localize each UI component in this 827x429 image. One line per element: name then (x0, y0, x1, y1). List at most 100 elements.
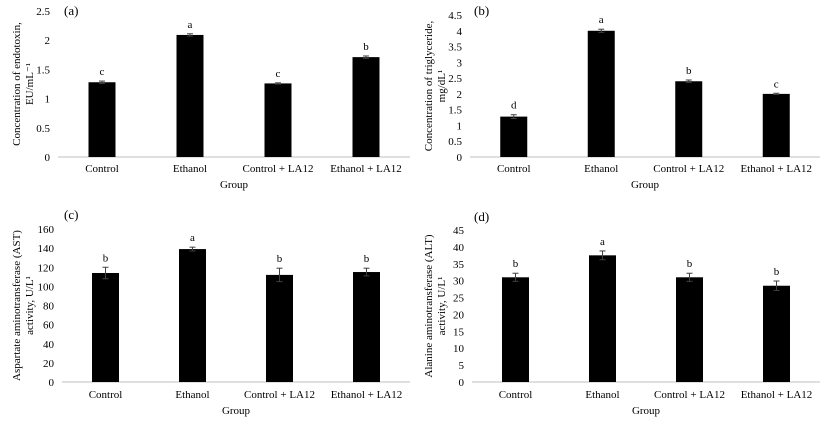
bar-4 (762, 93, 790, 157)
chart-panel-4: 0 5 10 15 20 25 30 35 40 45 b Control a Ethanol b Contr… (423, 209, 820, 417)
y-axis-title: Aspartate aminotransferase (AST)activity… (11, 230, 36, 381)
y-tick-label: 0 (49, 377, 55, 389)
y-tick-label: 20 (453, 309, 465, 321)
bar-1 (92, 272, 119, 382)
y-tick-label: 60 (43, 320, 55, 332)
category-label-2: Ethanol (175, 389, 209, 401)
category-label-2: Ethanol (585, 389, 619, 401)
category-label-4: Ethanol + LA12 (331, 389, 403, 401)
y-tick-label: 0 (45, 152, 51, 164)
bar-3 (264, 83, 292, 157)
error-bar-1 (99, 80, 105, 84)
bar-1 (502, 277, 529, 382)
significance-letter-1: c (100, 66, 105, 78)
x-axis-title: Group (632, 405, 661, 417)
y-tick-label: 35 (453, 259, 465, 271)
significance-letter-2: a (188, 19, 193, 31)
bar-4 (352, 57, 380, 157)
error-bar-4 (363, 267, 370, 277)
y-axis-title-line-1: Aspartate aminotransferase (AST) (11, 230, 23, 381)
x-axis-title: Group (631, 179, 660, 191)
bar-3 (266, 274, 293, 382)
y-tick-label: 120 (38, 262, 55, 274)
x-axis-title: Group (220, 179, 249, 191)
bar-2 (176, 34, 204, 157)
category-label-1: Control (497, 163, 531, 175)
y-axis-title-line-2: mg/dL¹ (436, 70, 448, 103)
error-bar-2 (598, 28, 605, 33)
category-label-1: Control (85, 163, 119, 175)
significance-letter-1: b (103, 252, 109, 264)
y-tick-label: 40 (453, 242, 465, 254)
significance-letter-3: c (276, 68, 281, 80)
chart-panel-2: 0 0.5 1 1.5 2 2.5 3 3.5 4 4.5 d Control a Ethanol b Con… (423, 3, 820, 191)
y-tick-label: 4.5 (448, 10, 462, 22)
significance-letter-4: b (774, 266, 780, 278)
bar-3 (675, 81, 703, 157)
error-bar-1 (102, 266, 109, 280)
y-tick-label: 0.5 (36, 123, 50, 135)
y-axis-title-line-2: EU/mL⁻¹ (24, 63, 36, 105)
bar-1 (88, 82, 116, 157)
y-tick-label: 1 (45, 94, 51, 106)
y-tick-label: 140 (38, 243, 55, 255)
significance-letter-3: b (687, 258, 693, 270)
category-label-1: Control (499, 389, 533, 401)
y-tick-label: 2.5 (36, 6, 50, 18)
significance-letter-2: a (600, 236, 605, 248)
y-axis-title: Alanine aminotransferase (ALT)activity, … (423, 234, 448, 377)
y-tick-label: 15 (453, 326, 465, 338)
chart-panel-1: 0 0.5 1 1.5 2 2.5 c Control a Ethanol c Control + L… (11, 3, 410, 191)
y-tick-label: 0 (457, 152, 463, 164)
category-label-4: Ethanol + LA12 (741, 389, 813, 401)
y-tick-label: 1.5 (36, 64, 50, 76)
y-tick-label: 80 (43, 301, 55, 313)
bar-1 (500, 116, 528, 157)
y-tick-label: 0.5 (448, 136, 462, 148)
y-tick-label: 100 (38, 281, 55, 293)
error-bar-3 (275, 82, 281, 85)
error-bar-2 (189, 246, 196, 252)
significance-letter-4: b (363, 41, 369, 53)
y-tick-label: 4 (457, 26, 463, 38)
y-tick-label: 2.5 (448, 73, 462, 85)
chart-panel-3: 0 20 40 60 80 100 120 140 160 b Control a Ethanol b Co… (11, 207, 410, 417)
panel-label: (d) (474, 209, 489, 224)
y-axis-title: Concentration of triglyceride,mg/dL¹ (423, 21, 448, 152)
error-bar-3 (685, 79, 692, 84)
error-bar-4 (363, 55, 369, 59)
error-bar-3 (276, 267, 283, 283)
y-tick-label: 10 (453, 343, 465, 355)
y-tick-label: 25 (453, 293, 465, 305)
y-tick-label: 2 (457, 89, 463, 101)
y-tick-label: 5 (459, 360, 465, 372)
y-axis-title-line-1: Alanine aminotransferase (ALT) (423, 234, 435, 377)
significance-letter-4: b (364, 253, 370, 265)
error-bar-4 (773, 92, 780, 96)
panel-label: (a) (64, 3, 78, 18)
error-bar-2 (599, 250, 606, 261)
y-tick-label: 1.5 (448, 105, 462, 117)
significance-letter-3: b (686, 65, 692, 77)
y-axis-title-line-2: activity, U/L¹ (436, 277, 448, 336)
category-label-4: Ethanol + LA12 (330, 163, 402, 175)
significance-letter-2: a (190, 232, 195, 244)
significance-letter-2: a (599, 14, 604, 26)
bar-3 (676, 277, 703, 382)
category-label-3: Control + LA12 (653, 163, 724, 175)
category-label-2: Ethanol (173, 163, 207, 175)
y-tick-label: 3 (457, 57, 463, 69)
significance-letter-4: c (774, 78, 779, 90)
y-axis-title-line-1: Concentration of triglyceride, (423, 21, 435, 152)
bar-2 (179, 249, 206, 382)
y-axis-title-line-2: activity, U/L¹ (24, 276, 36, 335)
y-tick-label: 40 (43, 339, 55, 351)
panel-label: (b) (474, 3, 489, 18)
error-bar-3 (686, 272, 693, 282)
y-tick-label: 3.5 (448, 42, 462, 54)
x-axis-title: Group (222, 405, 251, 417)
category-label-1: Control (89, 389, 123, 401)
y-axis-title: Concentration of endotoxin,EU/mL⁻¹ (11, 22, 36, 146)
bar-4 (353, 272, 380, 382)
